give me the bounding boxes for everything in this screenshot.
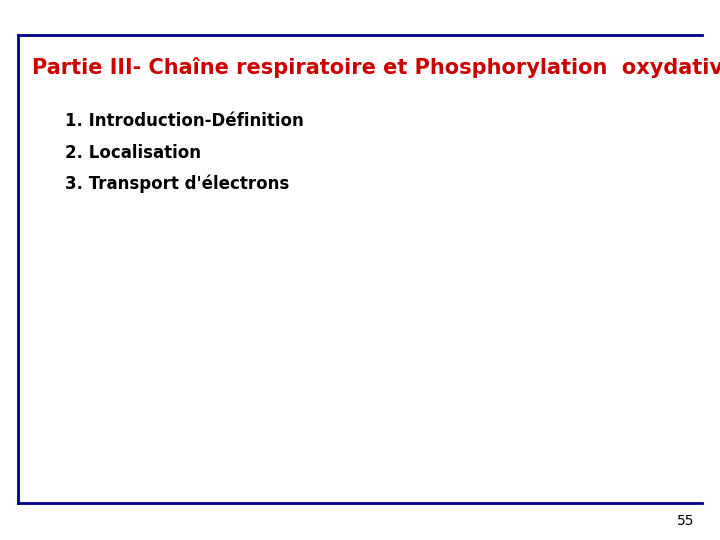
Text: 55: 55 bbox=[678, 514, 695, 528]
Text: 2. Localisation: 2. Localisation bbox=[65, 144, 201, 162]
Text: 1. Introduction-Définition: 1. Introduction-Définition bbox=[65, 112, 304, 131]
Text: Partie III- Chaîne respiratoire et Phosphorylation  oxydative: Partie III- Chaîne respiratoire et Phosp… bbox=[32, 57, 720, 78]
Text: 3. Transport d'électrons: 3. Transport d'électrons bbox=[65, 175, 289, 193]
